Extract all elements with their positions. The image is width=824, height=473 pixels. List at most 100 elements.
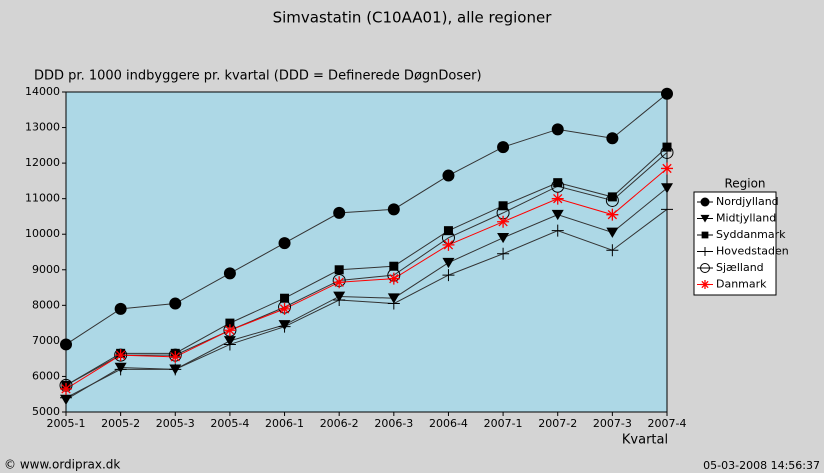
marker [700,280,710,289]
y-tick-label: 9000 [32,263,60,276]
marker [114,302,127,315]
marker [551,179,565,193]
marker [497,247,510,260]
x-tick-label: 2005-4 [210,417,249,430]
x-tick-label: 2007-2 [538,417,577,430]
legend-label: Hovedstaden [716,245,789,258]
x-tick-label: 2005-3 [156,417,195,430]
y-tick-label: 8000 [32,298,60,311]
marker [389,261,399,271]
marker [60,338,72,351]
series-line [65,208,668,399]
marker [114,363,127,376]
marker [606,132,619,145]
legend-label: Syddanmark [716,228,786,241]
legend-title: Region [724,177,765,191]
marker [700,214,710,223]
x-tick-label: 2007-1 [484,417,523,430]
marker [442,269,455,282]
x-axis-label: Kvartal [622,433,668,448]
marker [661,183,673,194]
marker [278,320,291,333]
marker [442,238,455,251]
x-tick-label: 2006-3 [374,417,413,430]
legend-label: Danmark [716,278,767,291]
x-tick-label: 2006-4 [429,417,468,430]
legend-label: Sjælland [716,261,764,274]
y-tick-label: 14000 [25,85,60,98]
x-tick-label: 2006-1 [265,417,304,430]
marker [553,178,563,188]
marker [551,192,564,205]
marker [606,227,619,238]
marker [223,324,236,337]
marker [280,293,290,303]
marker [661,162,673,175]
y-tick-label: 7000 [32,334,60,347]
marker [333,276,346,289]
plot-area [65,91,668,413]
marker [551,209,564,221]
marker [606,244,619,257]
marker [114,349,127,362]
marker [605,193,619,207]
marker [661,87,673,100]
marker [660,145,674,159]
y-tick-label: 13000 [25,121,60,134]
marker [278,237,291,250]
marker [551,123,564,136]
y-tick-label: 12000 [25,156,60,169]
x-tick-label: 2005-2 [101,417,140,430]
marker [701,231,709,239]
marker [223,267,236,280]
marker [387,272,400,285]
series-line [65,146,668,386]
timestamp: 05-03-2008 14:56:37 [703,459,820,472]
legend-label: Midtjylland [716,212,776,225]
marker [60,382,72,395]
marker [443,226,453,236]
x-tick-label: 2007-4 [648,417,687,430]
marker [225,318,235,328]
marker [497,215,510,228]
marker [169,363,182,376]
marker [387,297,400,310]
marker [700,197,710,207]
y-tick-label: 11000 [25,192,60,205]
marker [700,263,710,273]
marker [333,294,346,306]
marker [497,232,510,244]
marker [278,302,291,315]
source: © www.ordiprax.dk [4,458,120,472]
marker [662,142,672,152]
marker [498,201,508,211]
series-line [65,93,668,345]
x-tick-label: 2006-2 [320,417,359,430]
marker [169,297,182,310]
marker [661,203,673,216]
marker [169,350,182,363]
marker [333,206,346,219]
legend-label: Nordjylland [716,195,779,208]
x-tick-label: 2007-3 [593,417,632,430]
marker [442,169,455,182]
marker [606,208,619,221]
x-tick-label: 2005-1 [47,417,86,430]
series-line [65,168,668,390]
marker [442,257,455,269]
y-tick-label: 5000 [32,405,60,418]
marker [700,247,710,256]
y-tick-label: 6000 [32,369,60,382]
y-tick-label: 10000 [25,227,60,240]
chart-title: Simvastatin (C10AA01), alle regioner [273,9,553,27]
marker [607,192,617,202]
marker [387,203,400,216]
marker [223,338,236,351]
legend-box [693,191,777,296]
series-line [65,152,668,386]
y-axis-label: DDD pr. 1000 indbyggere pr. kvartal (DDD… [34,69,482,84]
marker [334,265,344,275]
marker [551,224,564,237]
marker [497,141,510,154]
